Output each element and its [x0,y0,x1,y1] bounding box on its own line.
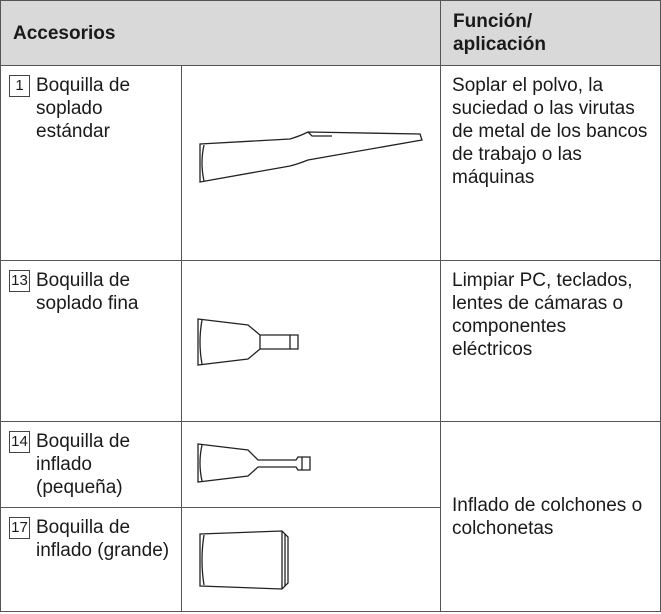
function-text: Limpiar PC, teclados, lentes de cámaras … [452,270,633,360]
nozzle-drawing [197,318,299,366]
item-name: Boquilla de inflado (pequeña) [36,431,131,498]
row: 14 Boquilla de inflado (pequeña) Inflado … [0,421,661,612]
nozzle-drawing [199,131,423,183]
item-name: Boquilla de soplado fina [36,270,139,314]
name-cell: 14 Boquilla de inflado (pequeña) [1,422,181,499]
header-cell: Accesorios [0,0,442,66]
header-row: Accesorios Función/ aplicación [0,0,661,66]
name-cell: 17 Boquilla de inflado (grande) [1,508,181,562]
nozzle-drawing [197,443,311,483]
row: 13 Boquilla de soplado fina Limpiar PC, t… [0,260,661,422]
item-number: 1 [9,75,30,97]
item-number: 13 [9,270,30,292]
name-cell: 1 Boquilla de soplado estándar [1,66,181,143]
item-name: Boquilla de soplado estándar [36,75,131,142]
function-text: Soplar el polvo, la suciedad o las virut… [452,75,648,188]
header-cell: Función/ aplicación [440,0,661,66]
row: 1 Boquilla de soplado estándar Soplar el … [0,65,661,261]
name-cell: 13 Boquilla de soplado fina [1,261,181,315]
nozzle-drawing [199,530,289,590]
function-text: Inflado de colchones o colchonetas [452,494,643,539]
item-number: 17 [9,517,30,539]
row: 17 Boquilla de inflado (grande) [0,507,661,612]
item-name: Boquilla de inflado (grande) [36,517,170,561]
item-number: 14 [9,431,30,453]
